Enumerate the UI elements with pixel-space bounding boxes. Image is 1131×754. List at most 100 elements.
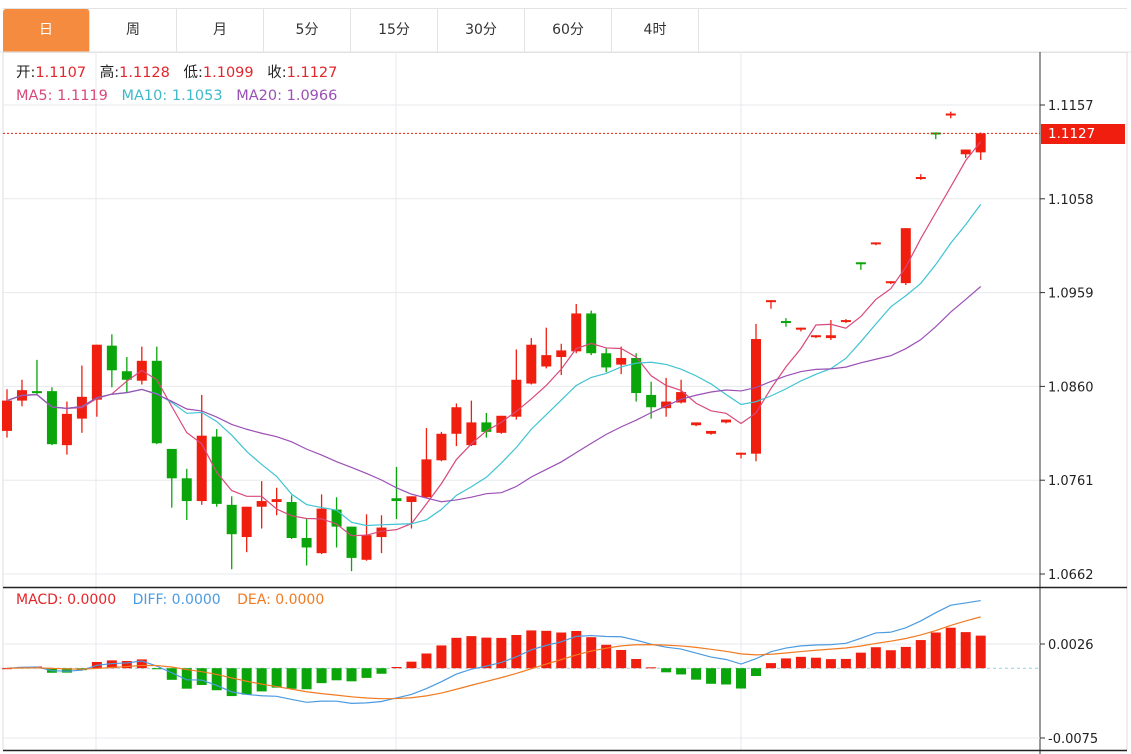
candle-down [286, 501, 297, 538]
candle-up [2, 400, 12, 431]
candle-down [331, 509, 342, 527]
candle-up [241, 506, 252, 538]
dea-line [6, 616, 981, 700]
price-tick-label: 1.0959 [1048, 287, 1094, 302]
macd-bar [316, 668, 327, 684]
candle-down [31, 391, 42, 394]
candle-up [316, 508, 327, 554]
macd-bar [915, 640, 926, 669]
candle-up [406, 496, 417, 502]
candle-up [736, 452, 747, 455]
macd-bar [211, 668, 222, 691]
candle-up [526, 344, 537, 384]
candle-up [571, 313, 582, 352]
macd-bar [945, 627, 956, 669]
candle-up [810, 335, 821, 338]
tab-0[interactable]: 日 [3, 9, 90, 52]
macd-bar [900, 646, 911, 669]
macd-bar [181, 668, 192, 689]
macd-bar [301, 668, 312, 690]
tab-7[interactable]: 4时 [612, 9, 699, 52]
candle-up [765, 300, 776, 303]
macd-bar [226, 668, 237, 697]
tab-6[interactable]: 60分 [525, 9, 612, 52]
candle-up [945, 113, 956, 116]
open-label: 开: [16, 65, 36, 81]
macd-bar [136, 659, 147, 669]
tab-3[interactable]: 5分 [264, 9, 351, 52]
candle-up [376, 527, 387, 538]
open-value: 1.1107 [35, 65, 87, 81]
candle-up [691, 422, 702, 426]
macd-bar [825, 659, 836, 669]
candle-down [481, 422, 492, 432]
ma5-line [6, 141, 982, 537]
macd-legend: MACD: 0.0000 DIFF: 0.0000 DEA: 0.0000 [16, 592, 336, 608]
macd-bar [106, 660, 117, 669]
high-label: 高: [99, 65, 120, 81]
macd-bar [151, 668, 162, 670]
macd-bar [691, 668, 702, 680]
candle-down [181, 478, 192, 502]
candle-up [541, 355, 552, 367]
macd-bar [121, 660, 132, 669]
macd-bar [631, 658, 642, 669]
macd-bar [196, 668, 207, 685]
macd-bar [556, 632, 567, 669]
candle-up [840, 320, 851, 323]
macd-tick-label: -0.0075 [1048, 732, 1098, 747]
candle-down [346, 526, 357, 558]
macd-bar [61, 668, 72, 673]
candle-down [121, 371, 132, 380]
macd-bar [960, 632, 971, 669]
tab-5[interactable]: 30分 [438, 9, 525, 52]
candle-down [166, 448, 177, 479]
macd-bar [721, 668, 732, 685]
candle-down [601, 353, 612, 368]
macd-bar [706, 668, 717, 684]
candle-up [466, 422, 477, 446]
candle-up [900, 228, 911, 284]
macd-bar [496, 637, 507, 669]
low-value: 1.1099 [202, 65, 254, 81]
macd-tick-label: 0.0026 [1048, 638, 1094, 653]
candle-down [46, 391, 57, 445]
current-price-tag: 1.1127 [1041, 124, 1125, 144]
diff-value: DIFF: 0.0000 [132, 592, 221, 608]
macd-bar [930, 632, 941, 669]
candle-down [106, 345, 117, 371]
macd-bar [331, 668, 342, 681]
macd-bar [466, 636, 477, 669]
macd-bar [421, 653, 432, 669]
macd-bar [346, 668, 357, 682]
macd-bar [541, 630, 552, 669]
candle-up [421, 459, 432, 498]
low-label: 低: [183, 65, 203, 81]
macd-bar [451, 637, 462, 669]
candle-up [975, 133, 986, 153]
price-tick-label: 1.1157 [1048, 99, 1094, 114]
macd-bar [601, 644, 612, 669]
macd-bar [406, 661, 417, 669]
tab-2[interactable]: 月 [177, 9, 264, 52]
candle-up [676, 392, 687, 403]
candle-up [91, 344, 102, 400]
candle-up [196, 435, 207, 502]
tab-1[interactable]: 周 [90, 9, 177, 52]
candle-down [151, 360, 162, 444]
candle-down [780, 321, 791, 324]
macd-bar [436, 645, 447, 669]
candle-up [870, 242, 881, 245]
macd-bar [616, 649, 627, 669]
candle-up [616, 357, 627, 365]
macd-bar [586, 637, 597, 669]
candle-up [496, 415, 507, 433]
macd-bar [975, 635, 986, 669]
tab-4[interactable]: 15分 [351, 9, 438, 52]
candle-down [586, 313, 597, 354]
candle-up [61, 413, 72, 446]
candle-up [751, 339, 761, 454]
candle-up [436, 433, 447, 461]
candle-up [256, 501, 267, 507]
